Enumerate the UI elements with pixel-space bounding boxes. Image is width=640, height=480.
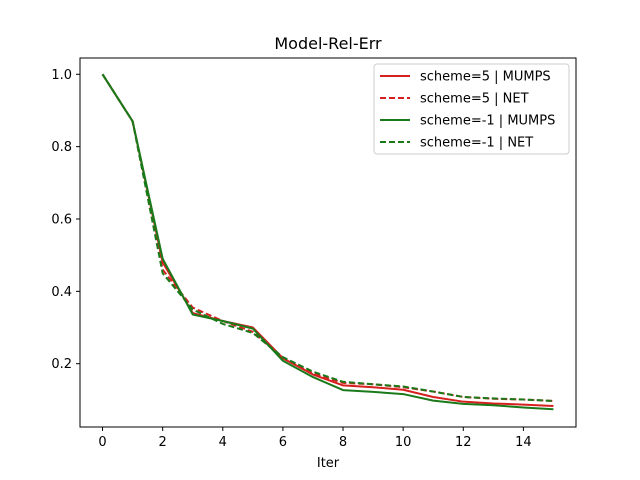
legend-box [373,63,570,155]
y-tick-label: 0.6 [51,212,72,227]
series-line-4 [101,73,554,402]
x-tick-label: 2 [159,435,167,450]
legend-label-1: scheme=5 | MUMPS [420,70,551,85]
axes-frame [79,57,577,428]
y-axis: 0.2 0.4 0.6 0.8 1.0 [51,68,80,372]
series-line-3 [101,73,554,411]
y-tick-label: 0.8 [51,140,72,155]
x-tick-label: 0 [98,435,106,450]
legend-label-3: scheme=-1 | MUMPS [420,114,555,129]
y-tick-label: 1.0 [51,68,72,83]
x-tick-label: 10 [395,435,412,450]
x-tick-label: 8 [339,435,347,450]
legend-label-2: scheme=5 | NET [420,92,529,107]
legend-label-4: scheme=-1 | NET [420,136,533,151]
x-tick-label: 14 [515,435,532,450]
y-tick-label: 0.4 [51,285,72,300]
x-tick-label: 12 [455,435,472,450]
x-tick-label: 6 [279,435,287,450]
plot-area [101,73,554,411]
x-axis: 0 2 4 6 8 10 12 14 [98,427,532,450]
y-tick-label: 0.2 [51,357,72,372]
x-axis-label: Iter [317,456,340,471]
x-tick-label: 4 [219,435,227,450]
chart-title: Model-Rel-Err [274,34,382,53]
legend: scheme=5 | MUMPS scheme=5 | NET scheme=-1 … [373,63,570,155]
